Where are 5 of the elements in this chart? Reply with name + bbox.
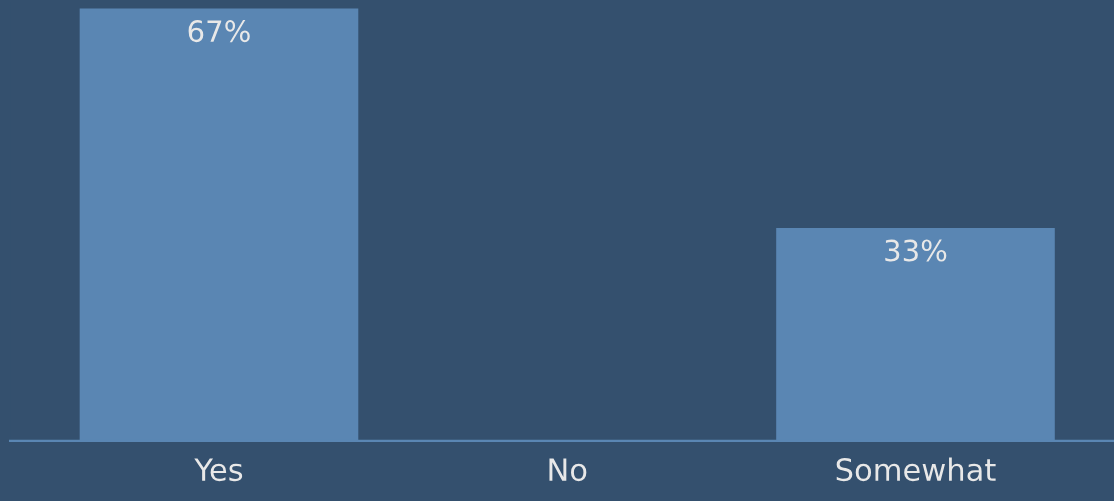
data-label: 67% [188,20,250,43]
x-tick-label: Somewhat [836,457,996,482]
x-tick-label: Yes [194,458,243,482]
data-label: 33% [885,239,947,262]
x-tick-label: No [549,458,587,482]
